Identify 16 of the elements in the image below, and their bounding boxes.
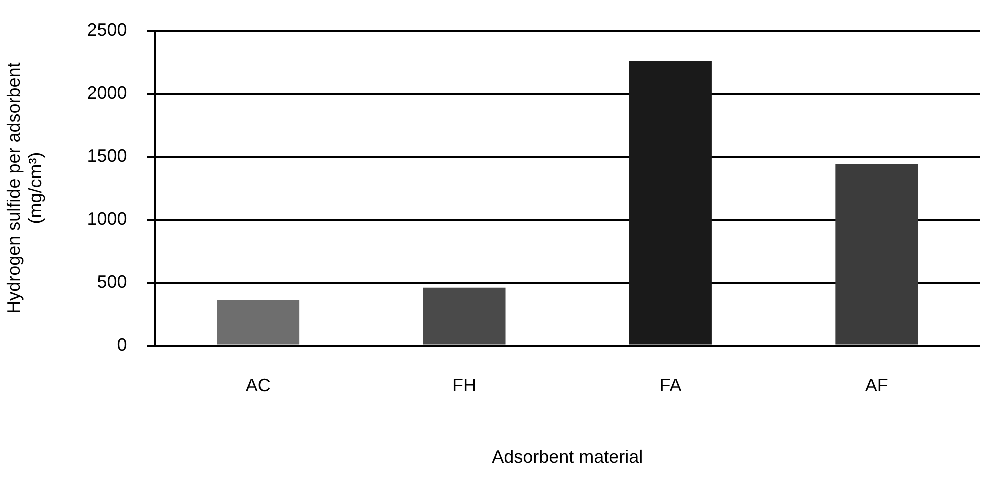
y-tick-label: 500 bbox=[97, 272, 128, 292]
y-tick-label: 1000 bbox=[87, 208, 128, 229]
y-tick-label: 0 bbox=[117, 334, 128, 355]
y-tick-label: 1500 bbox=[87, 146, 128, 166]
y-tick-label: 2000 bbox=[87, 82, 128, 103]
x-tick-label: FA bbox=[660, 376, 682, 396]
bar bbox=[217, 300, 300, 345]
x-tick-label: AC bbox=[246, 376, 271, 396]
bar bbox=[629, 61, 712, 345]
y-axis-title: Hydrogen sulfide per adsorbent (mg/cm³) bbox=[4, 62, 46, 314]
y-tick-label: 2500 bbox=[87, 20, 128, 40]
x-axis-title: Adsorbent material bbox=[492, 447, 644, 468]
bar bbox=[836, 164, 918, 345]
x-tick-label: AF bbox=[865, 376, 888, 396]
x-tick-label: FH bbox=[452, 376, 477, 396]
bar bbox=[423, 288, 506, 345]
